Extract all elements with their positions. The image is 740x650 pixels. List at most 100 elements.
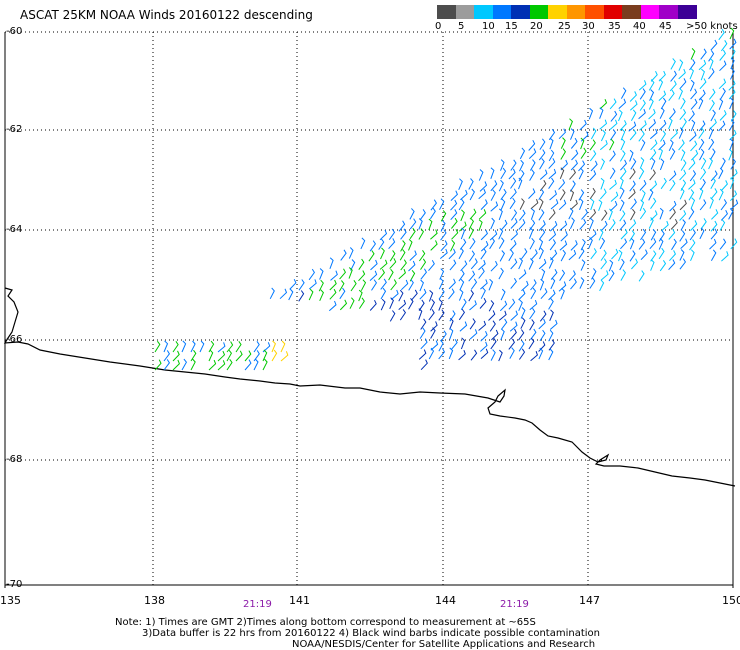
wind-barb [548,209,556,221]
wind-barb [389,258,397,269]
longitude-label: 147 [579,594,600,607]
wind-barb [728,88,736,100]
wind-barb [600,220,608,232]
wind-barb [181,340,187,353]
wind-barb [578,247,585,259]
wind-barb [650,197,657,209]
wind-barb [709,99,715,112]
wind-barb [468,178,474,190]
wind-barb [262,358,268,371]
wind-barb [698,138,705,151]
wind-barb [661,220,669,232]
wind-barb [560,148,567,160]
wind-barb [548,298,554,310]
wind-barb [440,240,448,252]
wind-barb [599,139,608,151]
wind-barb [649,149,657,161]
wind-barb [490,189,496,201]
wind-barb [609,219,616,231]
wind-barb [710,220,718,232]
wind-barb [217,350,226,362]
wind-barb [559,220,568,231]
wind-barb [518,289,526,301]
wind-barb [638,108,646,120]
wind-barb [480,248,487,260]
wind-barb [469,238,476,250]
wind-barb [308,288,314,301]
wind-barb [298,279,305,291]
wind-barb [269,287,275,300]
wind-barb [469,329,478,340]
wind-barb [678,59,684,71]
wind-barb [378,238,385,250]
wind-barb [468,227,474,239]
wind-barb [690,98,698,110]
wind-barb [670,58,676,70]
wind-barb [570,137,578,149]
wind-barb [539,158,545,170]
scale-swatch [659,5,678,19]
wind-barb [730,199,739,210]
wind-barb [409,208,415,220]
wind-barb [688,159,696,171]
wind-barb [648,217,654,229]
wind-barb [619,150,626,162]
wind-barb [639,99,646,111]
wind-barb [410,289,418,301]
wind-barb [709,148,716,160]
wind-barb [163,340,169,353]
wind-barb [691,149,699,161]
wind-barb [409,218,417,230]
wind-barb [358,258,365,270]
wind-barb [478,259,486,271]
wind-barb [389,250,396,262]
wind-barb [539,310,547,322]
wind-barb [319,268,324,280]
wind-barb [549,309,554,322]
wind-barb [640,228,647,241]
wind-barb [510,328,517,340]
wind-barb [629,180,636,192]
wind-barb [558,128,566,140]
wind-barb [208,340,215,353]
wind-barb [618,109,623,122]
wind-barb [699,148,705,161]
wind-barb [450,209,458,221]
wind-barb [711,209,719,220]
wind-barb [569,217,575,230]
wind-barb [620,269,627,281]
wind-barb [420,268,428,280]
wind-barb [329,288,337,300]
wind-barb [498,267,504,280]
wind-barb [438,277,444,290]
antarctic-coastline [3,287,736,487]
wind-barb [700,157,707,170]
wind-barb [589,208,597,220]
wind-barb [458,198,465,211]
wind-barb [690,48,696,60]
wind-barb [468,250,476,262]
wind-barb [499,300,508,312]
wind-barb [659,119,667,131]
wind-barb [659,158,665,171]
wind-barb [679,210,687,221]
wind-barb [460,337,466,350]
wind-barb [360,279,367,291]
note-line-1: Note: 1) Times are GMT 2)Times along bot… [115,617,536,628]
wind-barb [548,257,554,269]
wind-barb [619,187,625,200]
wind-barb [698,97,704,110]
wind-barb [449,327,454,340]
wind-barb [451,228,459,240]
wind-barb [688,110,695,122]
scale-swatch [603,5,623,19]
wind-barb [448,347,454,360]
wind-barb [568,270,576,282]
scale-swatch [529,5,549,19]
wind-barb [689,131,697,142]
latitude-label: -62 [6,124,23,135]
wind-barb [380,298,386,311]
wind-barb [568,118,573,130]
wind-barb [679,169,687,181]
wind-barb [700,48,707,60]
